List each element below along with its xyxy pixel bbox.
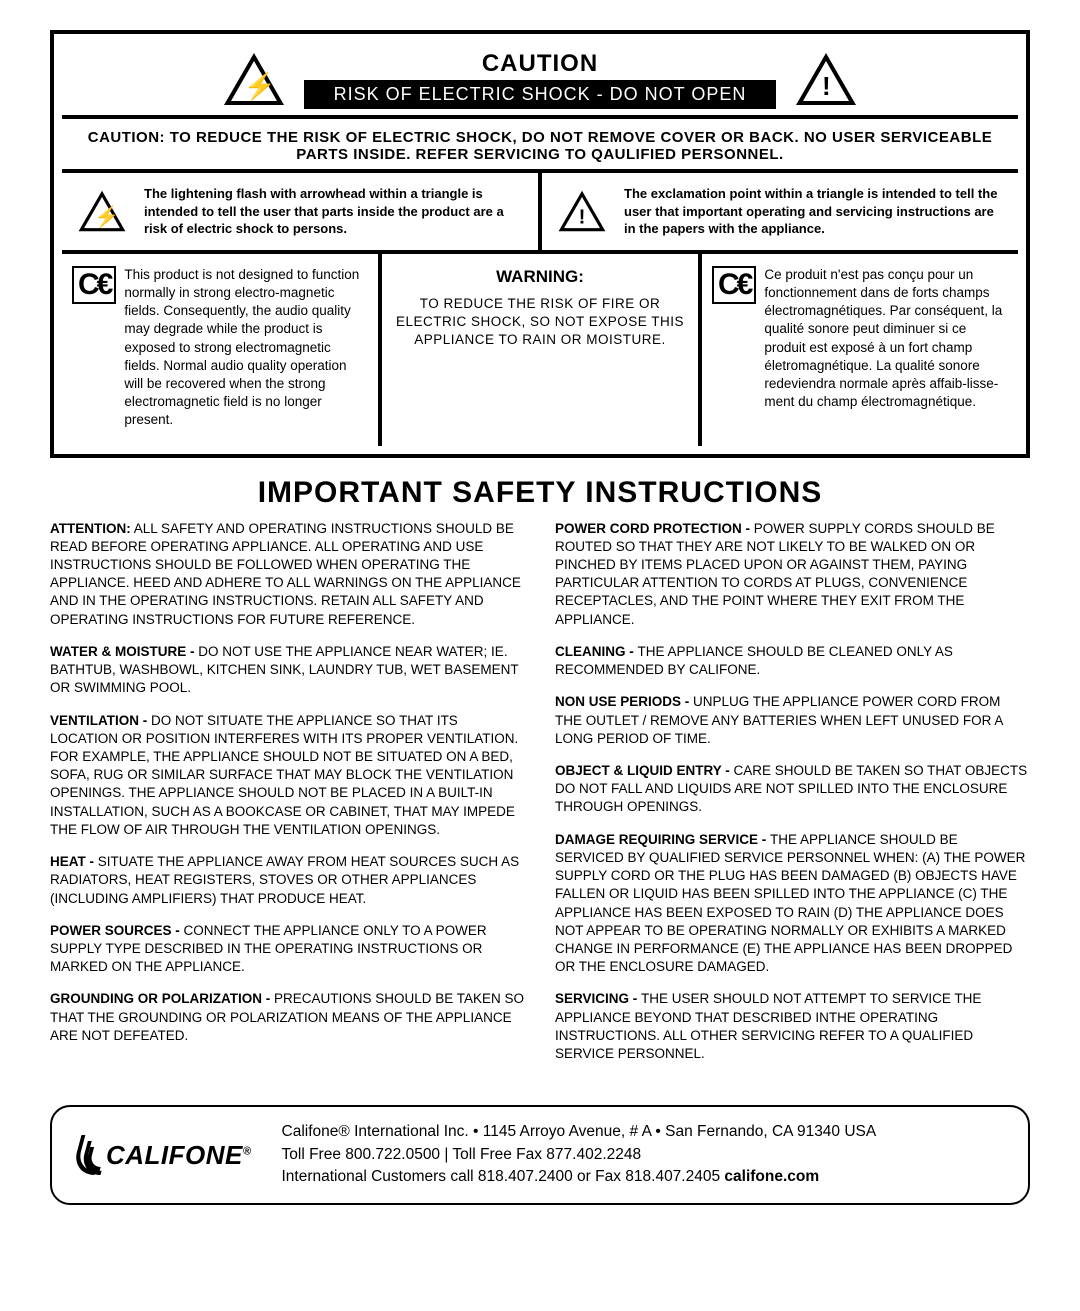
warning-title: WARNING: (392, 266, 688, 289)
footer-text: Califone® International Inc. • 1145 Arro… (282, 1121, 877, 1188)
safety-paragraph: GROUNDING OR POLARIZATION - PRECAUTIONS … (50, 990, 525, 1045)
ce-french: Ce produit n'est pas conçu pour un fonct… (764, 266, 1008, 412)
safety-paragraph: SERVICING - THE USER SHOULD NOT ATTEMPT … (555, 990, 1030, 1063)
caution-subtitle: RISK OF ELECTRIC SHOCK - DO NOT OPEN (304, 80, 777, 109)
safety-paragraph: ATTENTION: ALL SAFETY AND OPERATING INST… (50, 520, 525, 629)
safety-paragraph: CLEANING - THE APPLIANCE SHOULD BE CLEAN… (555, 643, 1030, 679)
footer: CALIFONE® Califone® International Inc. •… (50, 1105, 1030, 1204)
safety-paragraph: POWER SOURCES - CONNECT THE APPLIANCE ON… (50, 922, 525, 977)
ce-mark-icon: C€ (712, 266, 756, 304)
safety-paragraph: HEAT - SITUATE THE APPLIANCE AWAY FROM H… (50, 853, 525, 908)
califone-logo: CALIFONE® (76, 1135, 252, 1175)
safety-paragraph: DAMAGE REQUIRING SERVICE - THE APPLIANCE… (555, 831, 1030, 977)
exclaim-triangle-icon: ! (559, 191, 606, 232)
safety-heading: IMPORTANT SAFETY INSTRUCTIONS (50, 476, 1030, 510)
caution-panel: ⚡ CAUTION RISK OF ELECTRIC SHOCK - DO NO… (50, 30, 1030, 458)
safety-left-column: ATTENTION: ALL SAFETY AND OPERATING INST… (50, 520, 525, 1078)
caution-body: CAUTION: TO REDUCE THE RISK OF ELECTRIC … (62, 119, 1018, 169)
bolt-explanation: The lightening flash with arrowhead with… (144, 185, 528, 238)
bolt-triangle-icon: ⚡ (79, 191, 126, 232)
caution-title: CAUTION (304, 48, 777, 80)
safety-paragraph: NON USE PERIODS - UNPLUG THE APPLIANCE P… (555, 693, 1030, 748)
swoosh-icon (71, 1135, 106, 1175)
safety-paragraph: POWER CORD PROTECTION - POWER SUPPLY COR… (555, 520, 1030, 629)
safety-right-column: POWER CORD PROTECTION - POWER SUPPLY COR… (555, 520, 1030, 1078)
exclaim-triangle-icon: ! (796, 53, 856, 105)
warning-body: TO REDUCE THE RISK OF FIRE OR ELECTRIC S… (392, 295, 688, 350)
safety-paragraph: VENTILATION - DO NOT SITUATE THE APPLIAN… (50, 712, 525, 840)
bolt-triangle-icon: ⚡ (224, 53, 284, 105)
warning-row: C€ This product is not designed to funct… (62, 250, 1018, 446)
exclaim-explanation: The exclamation point within a triangle … (624, 185, 1008, 238)
safety-paragraph: WATER & MOISTURE - DO NOT USE THE APPLIA… (50, 643, 525, 698)
ce-english-start: This product is not designed to function… (124, 266, 368, 430)
symbol-explanation-row: ⚡ The lightening flash with arrowhead wi… (62, 169, 1018, 250)
caution-header: ⚡ CAUTION RISK OF ELECTRIC SHOCK - DO NO… (62, 42, 1018, 119)
safety-columns: ATTENTION: ALL SAFETY AND OPERATING INST… (50, 520, 1030, 1078)
ce-mark-icon: C€ (72, 266, 116, 304)
safety-paragraph: OBJECT & LIQUID ENTRY - CARE SHOULD BE T… (555, 762, 1030, 817)
